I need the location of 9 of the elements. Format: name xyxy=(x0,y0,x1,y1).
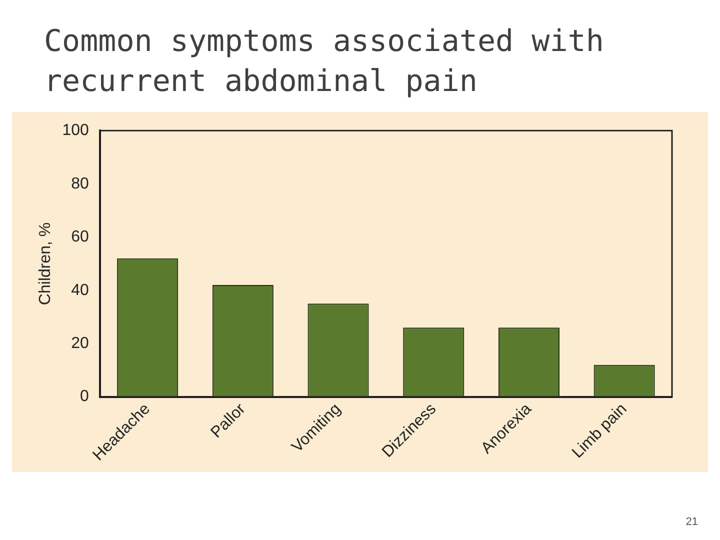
y-tick-label: 100 xyxy=(62,122,89,140)
y-tick-label: 0 xyxy=(80,388,89,406)
chart-title: Common symptoms associated with recurrent abdominal pain xyxy=(44,23,605,101)
y-axis-title: Children, % xyxy=(37,222,54,306)
y-tick-label: 40 xyxy=(71,282,89,299)
text: 21 xyxy=(686,516,698,528)
y-tick-label: 20 xyxy=(71,335,89,352)
y-tick-label: 60 xyxy=(71,228,89,246)
y-tick-label: 80 xyxy=(71,175,89,192)
